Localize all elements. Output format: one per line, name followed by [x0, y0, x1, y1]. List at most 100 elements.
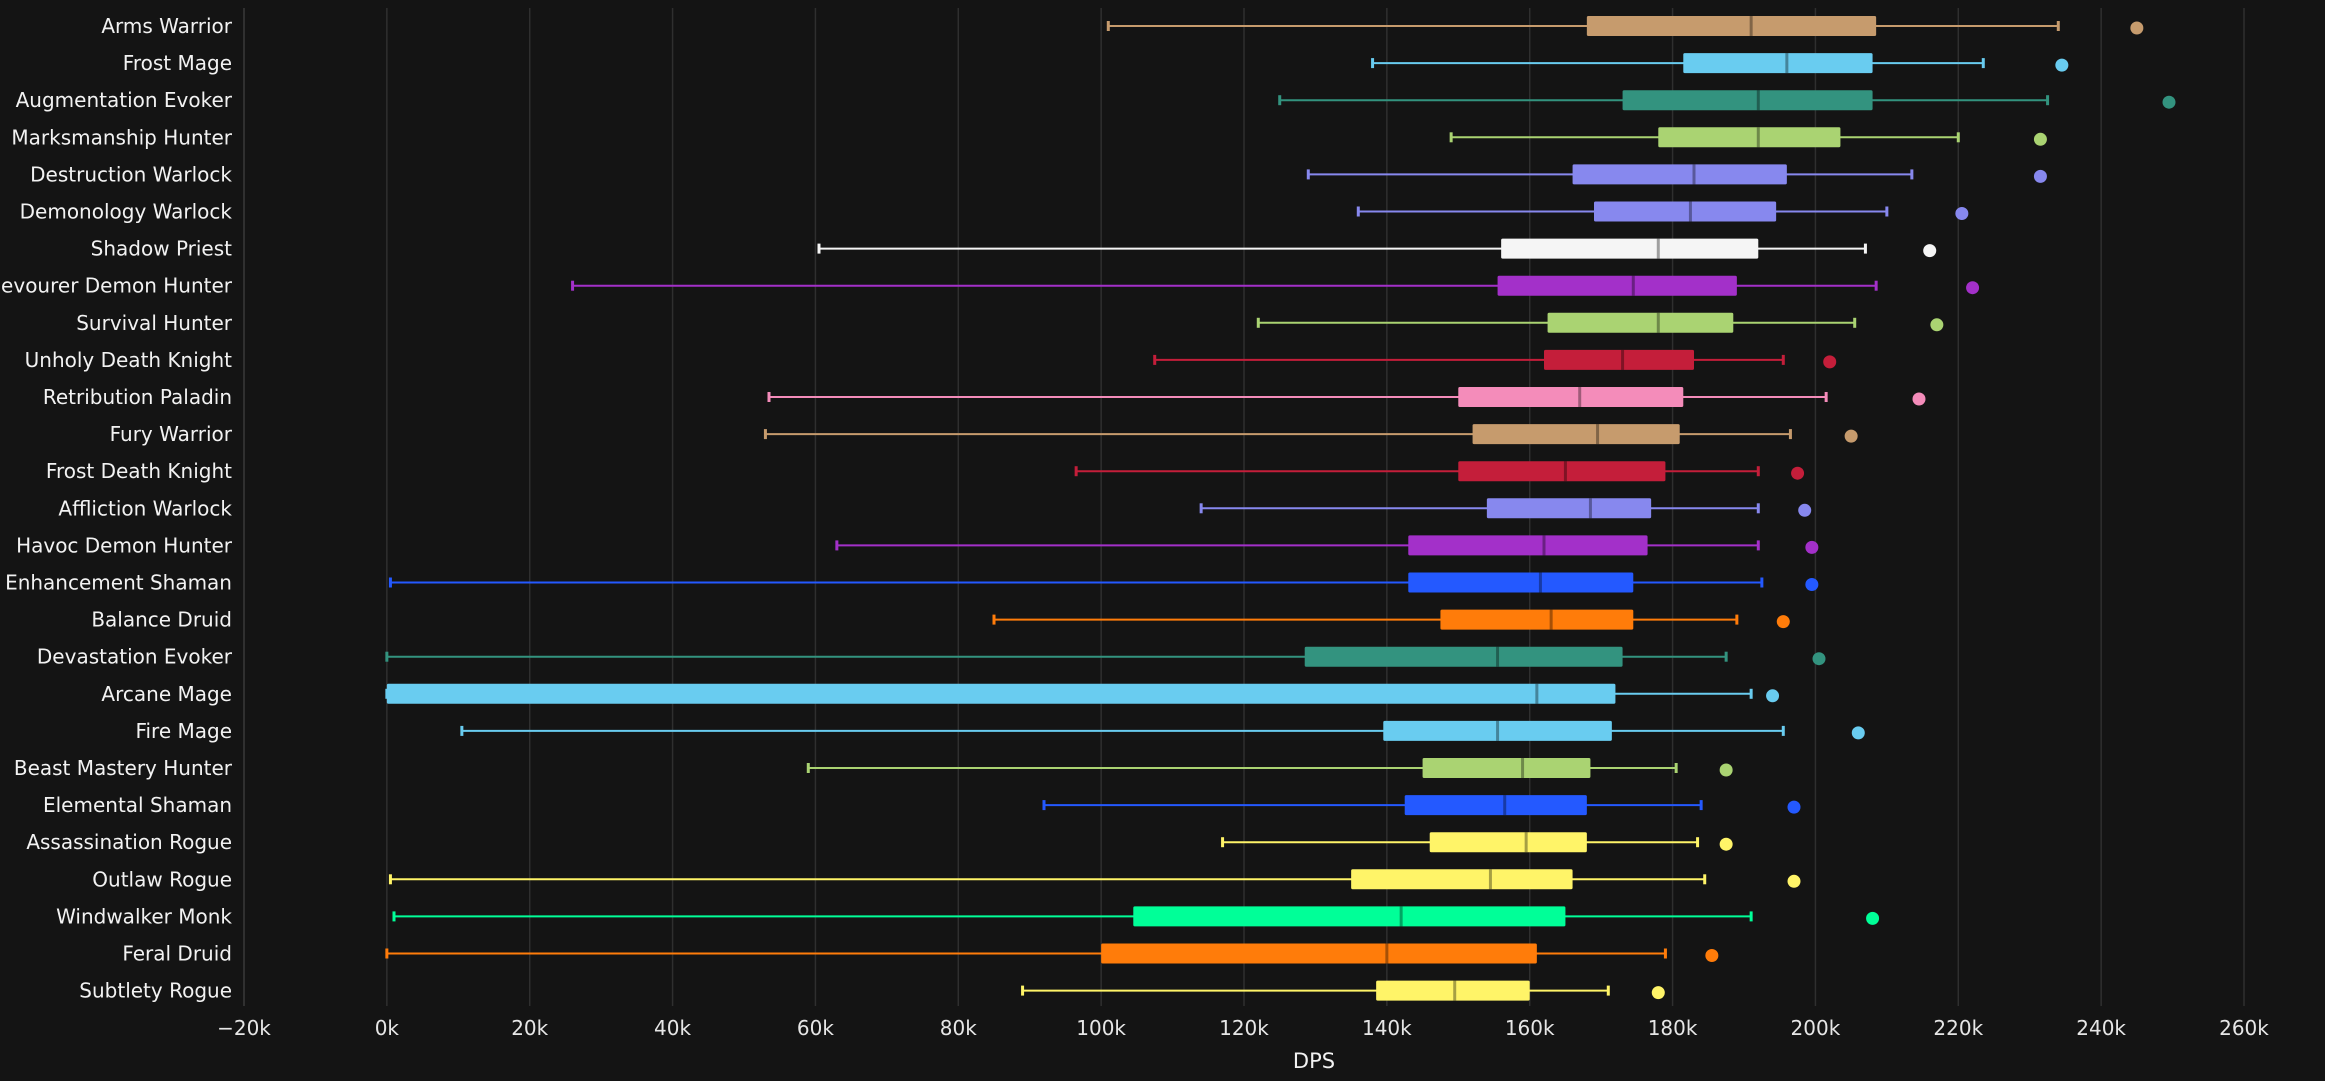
iqr-box: [1572, 164, 1787, 185]
box-series-item: [392, 906, 1880, 927]
category-label: Devourer Demon Hunter: [0, 274, 233, 298]
category-label: Fire Mage: [135, 719, 232, 743]
category-label: Feral Druid: [122, 942, 232, 966]
box-series-item: [835, 535, 1819, 556]
iqr-box: [1440, 609, 1634, 630]
iqr-box: [1383, 720, 1612, 741]
outlier-point: [1766, 689, 1780, 703]
box-series-item: [1356, 201, 1969, 222]
x-axis: −20k 0k 20k 40k 60k 80k 100k 120k 140k 160k 180k 20…: [217, 8, 2269, 1040]
box-series-item: [1153, 349, 1837, 370]
outlier-point: [1705, 949, 1719, 962]
outlier-point: [1787, 800, 1801, 814]
iqr-box: [1586, 16, 1877, 36]
iqr-box: [1497, 275, 1737, 296]
box-series-item: [385, 683, 1780, 704]
outlier-point: [1930, 318, 1944, 332]
category-label: Arcane Mage: [101, 682, 232, 706]
category-label: Beast Mastery Hunter: [14, 756, 233, 780]
box-series-item: [767, 387, 1926, 407]
outlier-point: [2162, 95, 2176, 109]
x-tick-label: 0k: [375, 1016, 400, 1040]
outlier-point: [1719, 837, 1733, 851]
x-tick-label: 60k: [797, 1016, 834, 1040]
iqr-box: [1408, 535, 1648, 556]
category-label: Balance Druid: [91, 608, 232, 632]
iqr-box: [1486, 498, 1652, 519]
iqr-box: [1501, 238, 1759, 259]
x-tick-label: 220k: [1933, 1016, 1983, 1040]
box-series-item: [992, 609, 1790, 630]
box-series-item: [1256, 312, 1944, 333]
iqr-box: [386, 683, 1616, 704]
category-label: Destruction Warlock: [30, 162, 232, 186]
box-series-item: [1449, 127, 2047, 148]
category-label: Retribution Paladin: [43, 385, 232, 409]
category-label: Arms Warrior: [101, 14, 232, 38]
box-series-item: [1074, 461, 1805, 482]
category-label: Assassination Rogue: [26, 830, 232, 854]
box-series-item: [388, 572, 1819, 593]
outlier-point: [1955, 207, 1969, 220]
x-tick-label: 140k: [1362, 1016, 1412, 1040]
iqr-box: [1101, 943, 1537, 964]
box-series-item: [1021, 980, 1665, 1001]
iqr-box: [1458, 387, 1684, 407]
outlier-point: [1812, 652, 1826, 666]
outlier-point: [2055, 58, 2069, 72]
outlier-point: [1844, 429, 1858, 443]
grid-lines: [386, 8, 2245, 1006]
category-label: Fury Warrior: [110, 422, 233, 446]
x-tick-label: 40k: [654, 1016, 691, 1040]
outlier-point: [1866, 911, 1880, 925]
category-label: Marksmanship Hunter: [11, 125, 232, 149]
category-label: Augmentation Evoker: [16, 88, 233, 112]
box-series-item: [1042, 795, 1801, 816]
iqr-box: [1304, 646, 1623, 667]
x-tick-label: 100k: [1076, 1016, 1126, 1040]
category-label: Outlaw Rogue: [92, 867, 232, 891]
x-tick-label: 260k: [2219, 1016, 2269, 1040]
x-tick-label: −20k: [217, 1016, 271, 1040]
iqr-box: [1658, 127, 1841, 148]
box-series-item: [1106, 16, 2144, 36]
box-series-item: [571, 275, 1980, 296]
iqr-box: [1351, 869, 1573, 890]
x-tick-label: 80k: [940, 1016, 977, 1040]
outlier-point: [2033, 169, 2047, 183]
category-label: Elemental Shaman: [43, 793, 232, 817]
iqr-box: [1472, 424, 1680, 445]
box-series-item: [385, 943, 1719, 964]
outlier-point: [1966, 281, 1980, 295]
outlier-point: [1798, 503, 1812, 517]
x-axis-title: DPS: [1293, 1049, 1335, 1073]
category-label: Devastation Evoker: [37, 645, 233, 669]
outlier-point: [1787, 874, 1801, 888]
category-label: Unholy Death Knight: [25, 348, 233, 372]
outlier-point: [1719, 763, 1733, 777]
x-tick-label: 200k: [1791, 1016, 1841, 1040]
outlier-point: [1823, 355, 1837, 369]
category-label: Affliction Warlock: [58, 496, 232, 520]
category-labels: Arms Warrior Frost Mage Augmentation Evoke…: [0, 14, 233, 1003]
category-label: Subtlety Rogue: [79, 979, 232, 1003]
outlier-point: [1805, 578, 1819, 591]
iqr-box: [1422, 758, 1591, 778]
x-tick-label: 180k: [1648, 1016, 1698, 1040]
box-series-item: [1306, 164, 2047, 185]
iqr-box: [1544, 349, 1694, 370]
box-series-item: [1199, 498, 1812, 519]
iqr-box: [1133, 906, 1566, 927]
iqr-box: [1458, 461, 1666, 482]
iqr-box: [1547, 312, 1734, 333]
box-series-item: [385, 646, 1826, 667]
category-label: Enhancement Shaman: [5, 571, 232, 595]
outlier-point: [1923, 244, 1937, 258]
outlier-point: [2130, 21, 2144, 35]
iqr-box: [1429, 832, 1587, 853]
outlier-point: [1791, 466, 1805, 480]
box-series-item: [763, 424, 1858, 445]
category-label: Windwalker Monk: [56, 904, 232, 928]
iqr-box: [1594, 201, 1777, 222]
box-series-item: [1221, 832, 1733, 853]
